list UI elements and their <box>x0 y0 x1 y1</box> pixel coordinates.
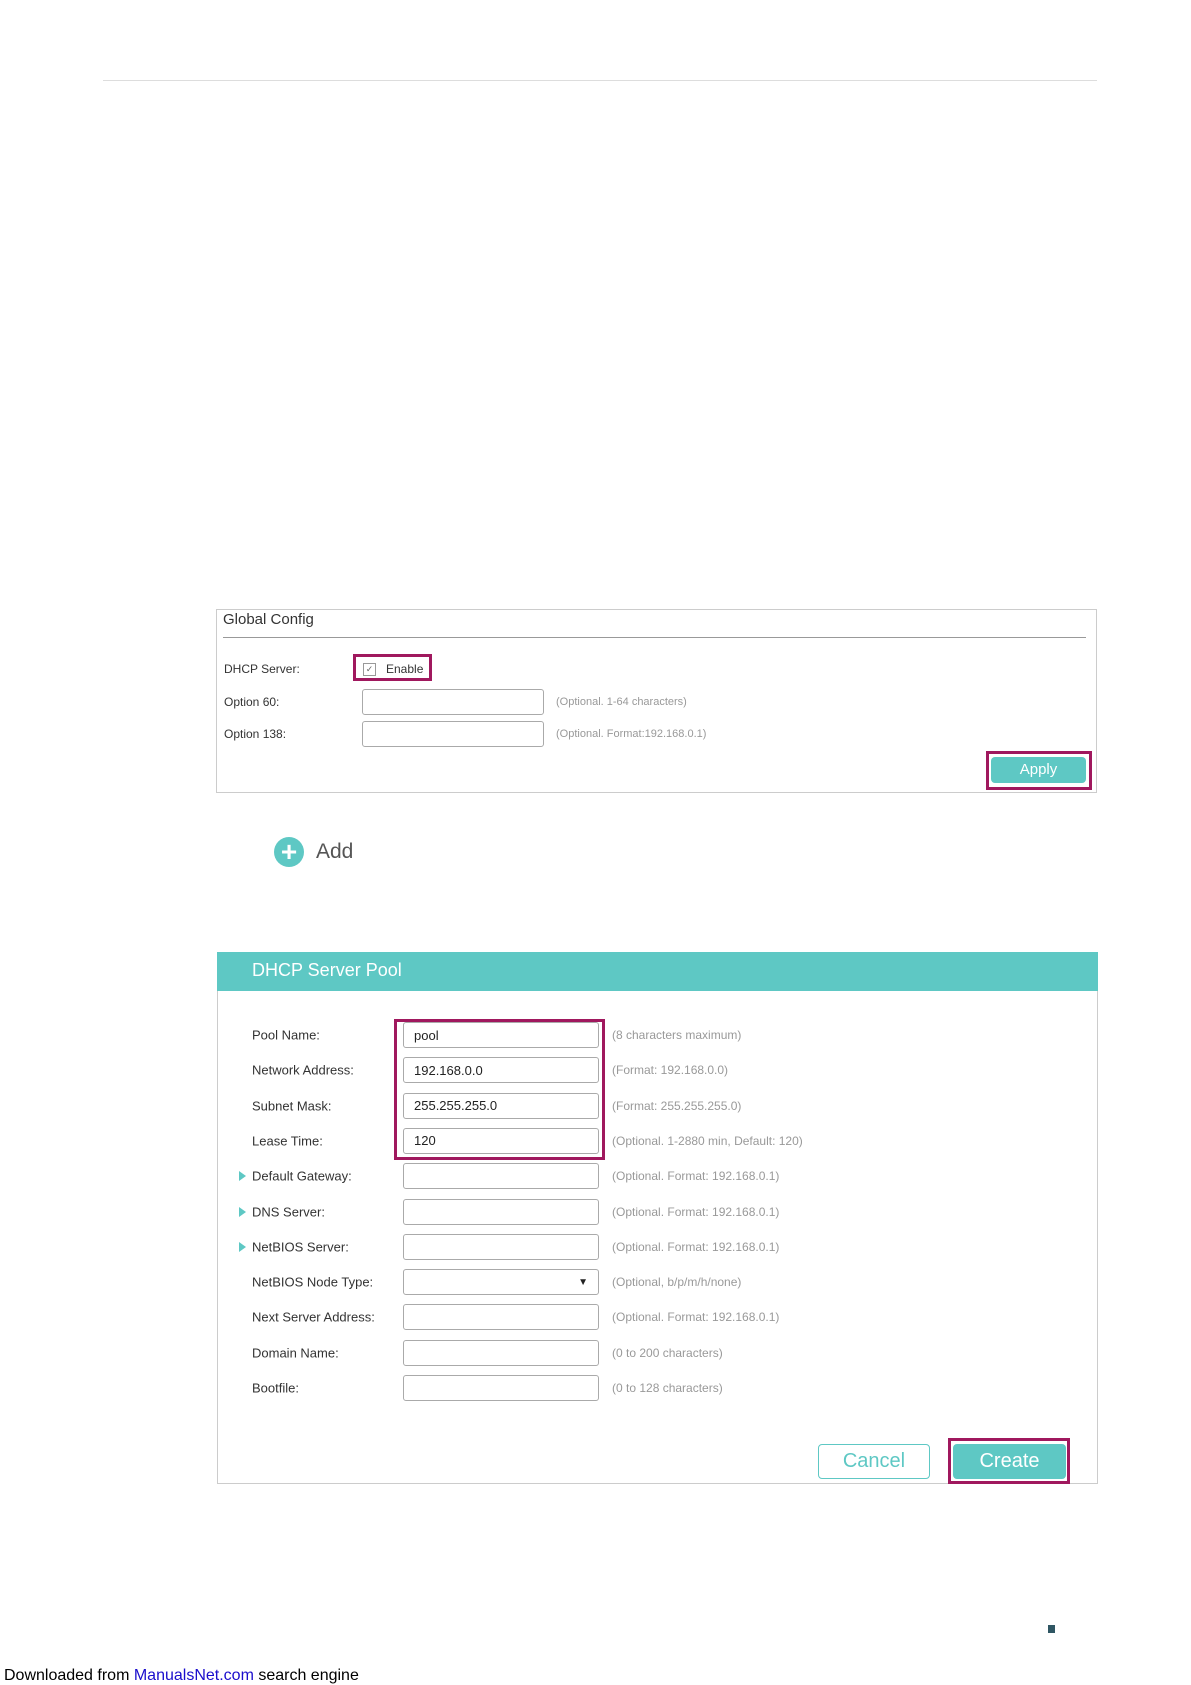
pool-field-input[interactable]: 192.168.0.0 <box>403 1057 599 1084</box>
cancel-button[interactable]: Cancel <box>818 1444 930 1479</box>
pool-field-hint: (Format: 255.255.255.0) <box>612 1098 742 1113</box>
pool-field-label: Subnet Mask: <box>252 1098 332 1114</box>
pool-field-label: NetBIOS Node Type: <box>252 1274 374 1290</box>
highlight-required-fields <box>394 1019 605 1160</box>
pool-field-input[interactable]: 120 <box>403 1127 599 1154</box>
apply-button[interactable]: Apply <box>991 757 1086 783</box>
add-button[interactable]: + Add <box>274 837 353 867</box>
pool-field-input[interactable]: 255.255.255.0 <box>403 1092 599 1119</box>
expand-arrow-icon[interactable] <box>239 1241 246 1252</box>
pool-title: DHCP Server Pool <box>252 960 402 980</box>
pool-field-label: Next Server Address: <box>252 1309 375 1325</box>
pool-field-label: Network Address: <box>252 1062 354 1078</box>
footer-prefix: Downloaded from <box>4 1667 134 1684</box>
dhcp-server-label: DHCP Server: <box>224 662 300 676</box>
option138-label: Option 138: <box>224 727 287 741</box>
highlight-apply <box>986 751 1092 790</box>
netbios-node-type-select[interactable]: ▼ <box>403 1269 599 1296</box>
enable-checkbox[interactable]: ✓ <box>363 663 376 676</box>
highlight-enable <box>353 654 432 681</box>
pool-field-label: Domain Name: <box>252 1345 339 1361</box>
page-marker <box>1048 1625 1055 1633</box>
pool-field-hint: (Optional. Format: 192.168.0.1) <box>612 1169 780 1184</box>
add-label: Add <box>316 840 354 863</box>
pool-field-label: Pool Name: <box>252 1027 320 1043</box>
pool-field-hint: (Optional, b/p/m/h/none) <box>612 1275 742 1290</box>
footer-suffix: search engine <box>253 1667 359 1684</box>
pool-field-input[interactable]: pool <box>403 1022 599 1048</box>
option138-hint: (Optional. Format:192.168.0.1) <box>556 728 707 740</box>
footer-link[interactable]: ManualsNet.com <box>133 1667 254 1684</box>
pool-field-input[interactable] <box>403 1375 599 1401</box>
option60-input[interactable] <box>362 689 544 715</box>
chevron-down-icon: ▼ <box>578 1276 588 1288</box>
expand-arrow-icon[interactable] <box>239 1171 246 1182</box>
pool-field-label: DNS Server: <box>252 1204 325 1219</box>
plus-circle-icon: + <box>274 837 304 867</box>
pool-field-input[interactable] <box>403 1304 599 1331</box>
option60-label: Option 60: <box>224 695 280 709</box>
expand-arrow-icon[interactable] <box>239 1206 246 1217</box>
global-config-panel <box>216 609 1097 793</box>
pool-field-hint: (Optional. Format: 192.168.0.1) <box>612 1204 780 1219</box>
pool-field-hint: (Optional. Format: 192.168.0.1) <box>612 1310 780 1325</box>
pool-field-hint: (Format: 192.168.0.0) <box>612 1063 729 1078</box>
pool-field-hint: (0 to 128 characters) <box>612 1381 723 1395</box>
title-divider <box>223 637 1086 638</box>
enable-label: Enable <box>386 662 424 676</box>
pool-field-label: Lease Time: <box>252 1133 323 1149</box>
top-rule <box>103 80 1097 81</box>
global-config-title: Global Config <box>223 611 314 628</box>
pool-field-hint: (Optional. Format: 192.168.0.1) <box>612 1239 780 1254</box>
footer-text: Downloaded from ManualsNet.com search en… <box>4 1667 359 1685</box>
pool-field-label: Bootfile: <box>252 1380 299 1396</box>
pool-header <box>217 952 1098 991</box>
pool-field-label: NetBIOS Server: <box>252 1239 349 1255</box>
create-button[interactable]: Create <box>953 1444 1066 1479</box>
option138-input[interactable] <box>362 721 544 747</box>
pool-field-hint: (8 characters maximum) <box>612 1028 742 1042</box>
pool-field-hint: (0 to 200 characters) <box>612 1345 723 1360</box>
pool-field-input[interactable] <box>403 1198 599 1225</box>
pool-field-input[interactable] <box>403 1233 599 1260</box>
pool-field-label: Default Gateway: <box>252 1168 352 1184</box>
pool-field-input[interactable] <box>403 1163 599 1190</box>
option60-hint: (Optional. 1-64 characters) <box>556 696 687 708</box>
pool-field-hint: (Optional. 1-2880 min, Default: 120) <box>612 1133 803 1148</box>
pool-field-input[interactable] <box>403 1339 599 1366</box>
highlight-create <box>948 1438 1070 1484</box>
